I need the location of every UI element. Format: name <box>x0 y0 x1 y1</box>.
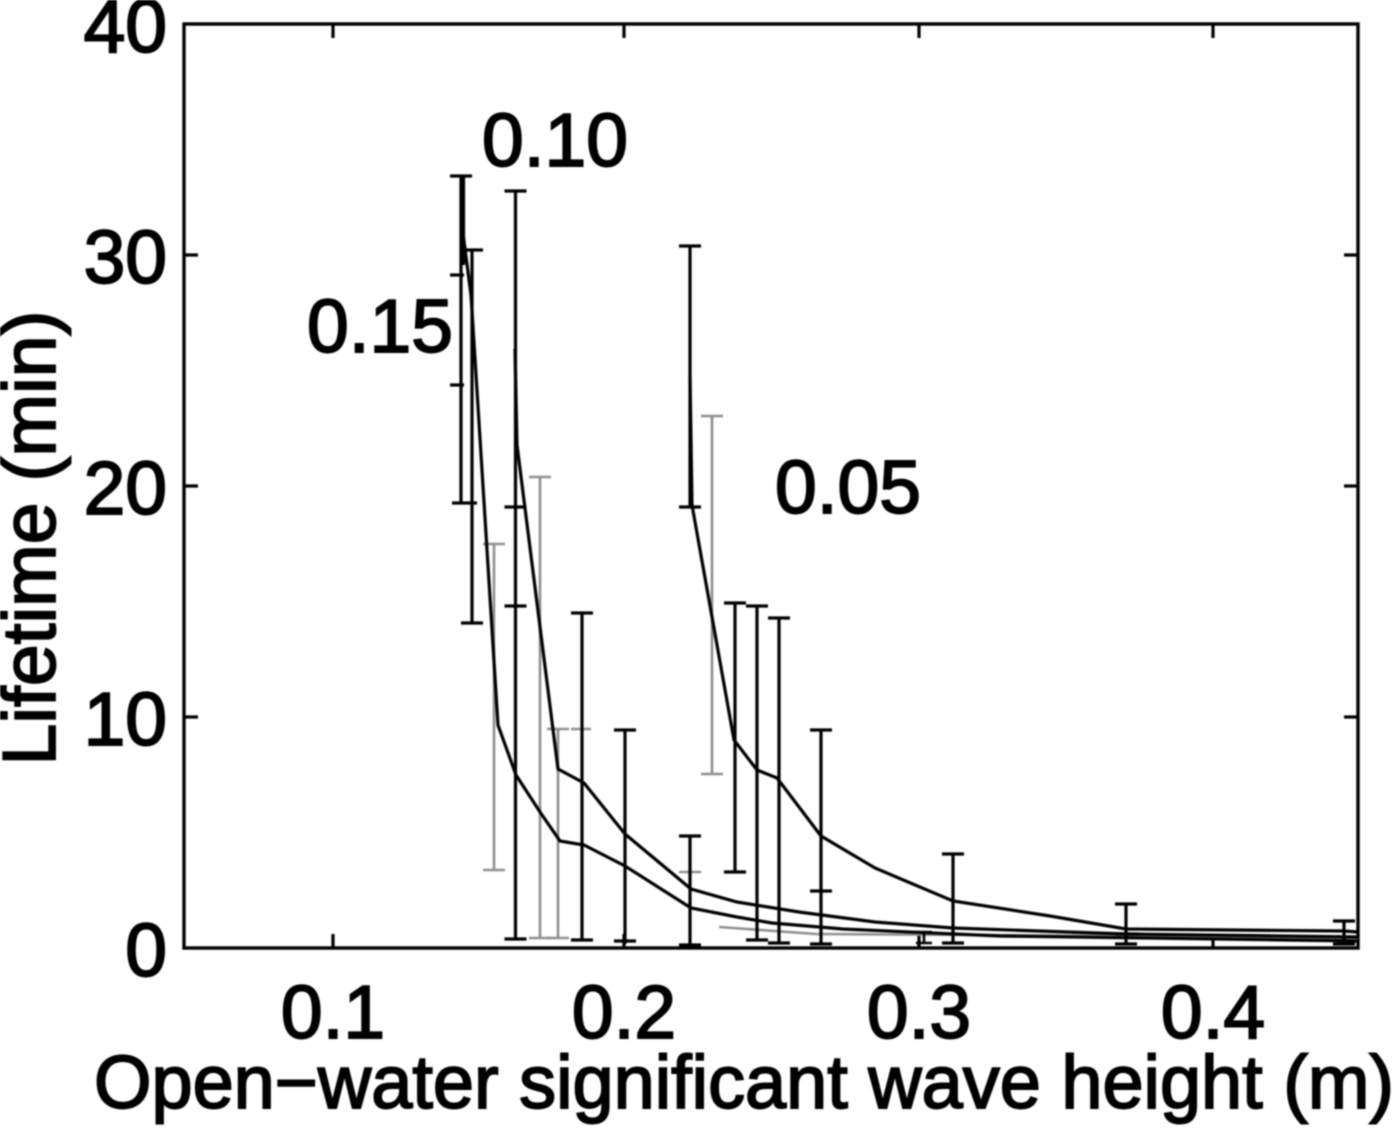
svg-text:0: 0 <box>125 908 167 992</box>
svg-text:0.1: 0.1 <box>281 970 385 1054</box>
svg-text:20: 20 <box>84 446 167 530</box>
svg-text:0.2: 0.2 <box>572 970 676 1054</box>
svg-text:0.10: 0.10 <box>482 98 628 182</box>
svg-text:0.3: 0.3 <box>867 970 971 1054</box>
svg-text:Open−water significant wave he: Open−water significant wave height (m) <box>94 1040 1394 1124</box>
svg-text:30: 30 <box>84 215 167 299</box>
svg-text:0.15: 0.15 <box>307 284 453 368</box>
svg-text:0.4: 0.4 <box>1161 970 1265 1054</box>
svg-text:Lifetime (min): Lifetime (min) <box>0 311 71 766</box>
svg-text:0.05: 0.05 <box>775 445 921 529</box>
svg-text:40: 40 <box>84 0 167 68</box>
svg-text:10: 10 <box>84 677 167 761</box>
